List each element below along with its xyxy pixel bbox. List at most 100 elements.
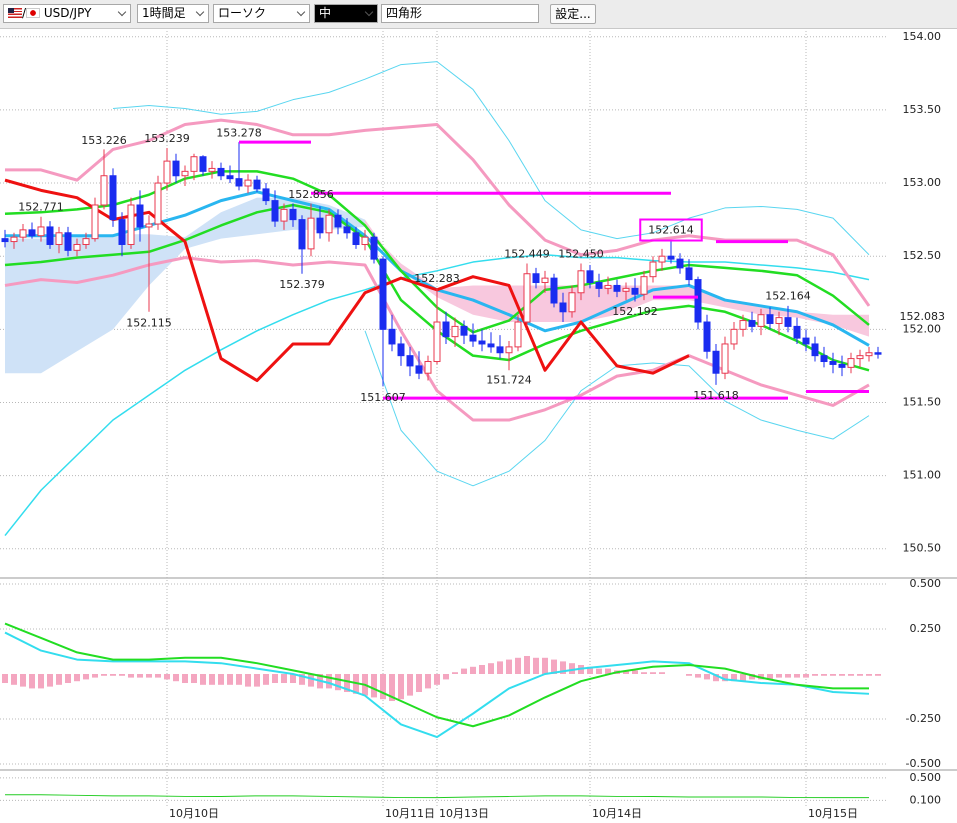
price-annotation: 152.115 — [126, 317, 172, 330]
price-annotation: 152.283 — [414, 272, 460, 285]
candle-body — [433, 321, 441, 363]
candle-body — [235, 178, 243, 187]
price-annotation: 152.449 — [504, 248, 550, 261]
macd-histogram-bar — [65, 674, 71, 684]
indicator-line — [4, 178, 690, 383]
candle-body — [172, 160, 180, 177]
macd-histogram-bar — [731, 674, 737, 682]
candle-body — [100, 175, 108, 206]
x-tick-label: 10月14日 — [592, 807, 642, 820]
macd-histogram-bar — [749, 674, 755, 680]
candle-body — [613, 284, 621, 292]
symbol-select[interactable]: / USD/JPY — [3, 4, 131, 23]
candle-body — [406, 355, 414, 367]
candle-body — [874, 352, 882, 355]
candle-body — [28, 229, 36, 237]
macd-line — [4, 622, 869, 728]
candle-body — [19, 229, 27, 238]
candle-body — [838, 363, 846, 368]
candle-body — [757, 314, 765, 327]
y-tick-label: -0.250 — [906, 712, 941, 725]
candle-body — [676, 258, 684, 269]
macd-histogram-bar — [290, 674, 296, 684]
candle-body — [649, 261, 657, 278]
candle-body — [271, 200, 279, 222]
y-tick-label: 150.50 — [903, 542, 942, 555]
x-tick-label: 10月10日 — [169, 807, 219, 820]
candle-body — [784, 317, 792, 327]
size-select[interactable]: 中 — [314, 4, 378, 23]
drawing-tool: 四角形 — [386, 6, 423, 20]
macd-histogram-bar — [497, 661, 503, 674]
macd-histogram-bar — [29, 674, 35, 689]
candle-body — [10, 236, 18, 243]
macd-histogram-bar — [524, 655, 530, 674]
macd-histogram-bar — [506, 659, 512, 674]
candle-body — [73, 243, 81, 251]
candle-body — [460, 325, 468, 336]
macd-histogram-bar — [785, 674, 791, 678]
macd-histogram-bar — [263, 674, 269, 685]
candle-body — [595, 282, 603, 289]
macd-histogram-bar — [461, 668, 467, 674]
candle-body — [847, 358, 855, 368]
macd-histogram-bar — [659, 672, 665, 674]
macd-histogram-bar — [326, 674, 332, 689]
candle-body — [307, 217, 315, 250]
macd-histogram-bar — [686, 674, 692, 676]
macd-histogram-bar — [821, 674, 827, 676]
chart-type: ローソク — [218, 6, 267, 20]
candle-body — [298, 219, 306, 250]
candle-body — [109, 175, 117, 221]
candle-body — [316, 217, 324, 234]
macd-histogram-bar — [389, 674, 395, 702]
macd-histogram-bar — [155, 674, 161, 678]
candle-body — [514, 321, 522, 348]
cloud-segment — [5, 238, 41, 374]
drawing-tool-field[interactable]: 四角形 — [381, 4, 539, 23]
macd-histogram-bar — [839, 674, 845, 676]
candle-body — [739, 320, 747, 330]
cloud-segment — [581, 285, 617, 323]
macd-histogram-bar — [173, 674, 179, 682]
y-tick-label: -0.500 — [906, 757, 941, 770]
y-tick-label: 151.00 — [903, 469, 942, 482]
macd-histogram-bar — [146, 674, 152, 678]
candle-body — [352, 232, 360, 245]
macd-histogram-bar — [254, 674, 260, 687]
candle-body — [424, 361, 432, 374]
candle-body — [55, 232, 63, 245]
macd-histogram-bar — [92, 674, 98, 678]
y-tick-label: 152.50 — [903, 249, 942, 262]
candle-body — [532, 273, 540, 284]
macd-histogram-bar — [713, 674, 719, 682]
macd-histogram-bar — [38, 674, 44, 689]
macd-histogram-bar — [605, 668, 611, 674]
candle-body — [802, 337, 810, 345]
macd-histogram-bar — [101, 674, 107, 676]
axis-marker-bg — [898, 310, 954, 325]
toolbar: / USD/JPY 1時間足 ローソク 中 四角形 設定... — [0, 0, 957, 29]
price-annotation: 152.856 — [288, 188, 334, 201]
timeframe-select[interactable]: 1時間足 — [137, 4, 209, 23]
candle-body — [442, 321, 450, 338]
macd-histogram-bar — [632, 670, 638, 674]
macd-histogram-bar — [587, 666, 593, 674]
chart-type-select[interactable]: ローソク — [213, 4, 310, 23]
candle-body — [667, 255, 675, 260]
timeframe: 1時間足 — [142, 6, 186, 20]
candle-body — [190, 156, 198, 172]
macd-histogram-bar — [542, 657, 548, 674]
candle-body — [577, 270, 585, 294]
price-annotation: 153.226 — [81, 134, 127, 147]
macd-histogram-bar — [344, 674, 350, 693]
macd-histogram-bar — [398, 674, 404, 700]
macd-histogram-bar — [83, 674, 89, 680]
size: 中 — [319, 6, 332, 20]
settings-button[interactable]: 設定... — [550, 4, 596, 24]
candle-body — [379, 258, 387, 330]
candle-body — [640, 276, 648, 295]
price-annotation: 152.614 — [648, 224, 694, 237]
macd-histogram-bar — [110, 674, 116, 676]
